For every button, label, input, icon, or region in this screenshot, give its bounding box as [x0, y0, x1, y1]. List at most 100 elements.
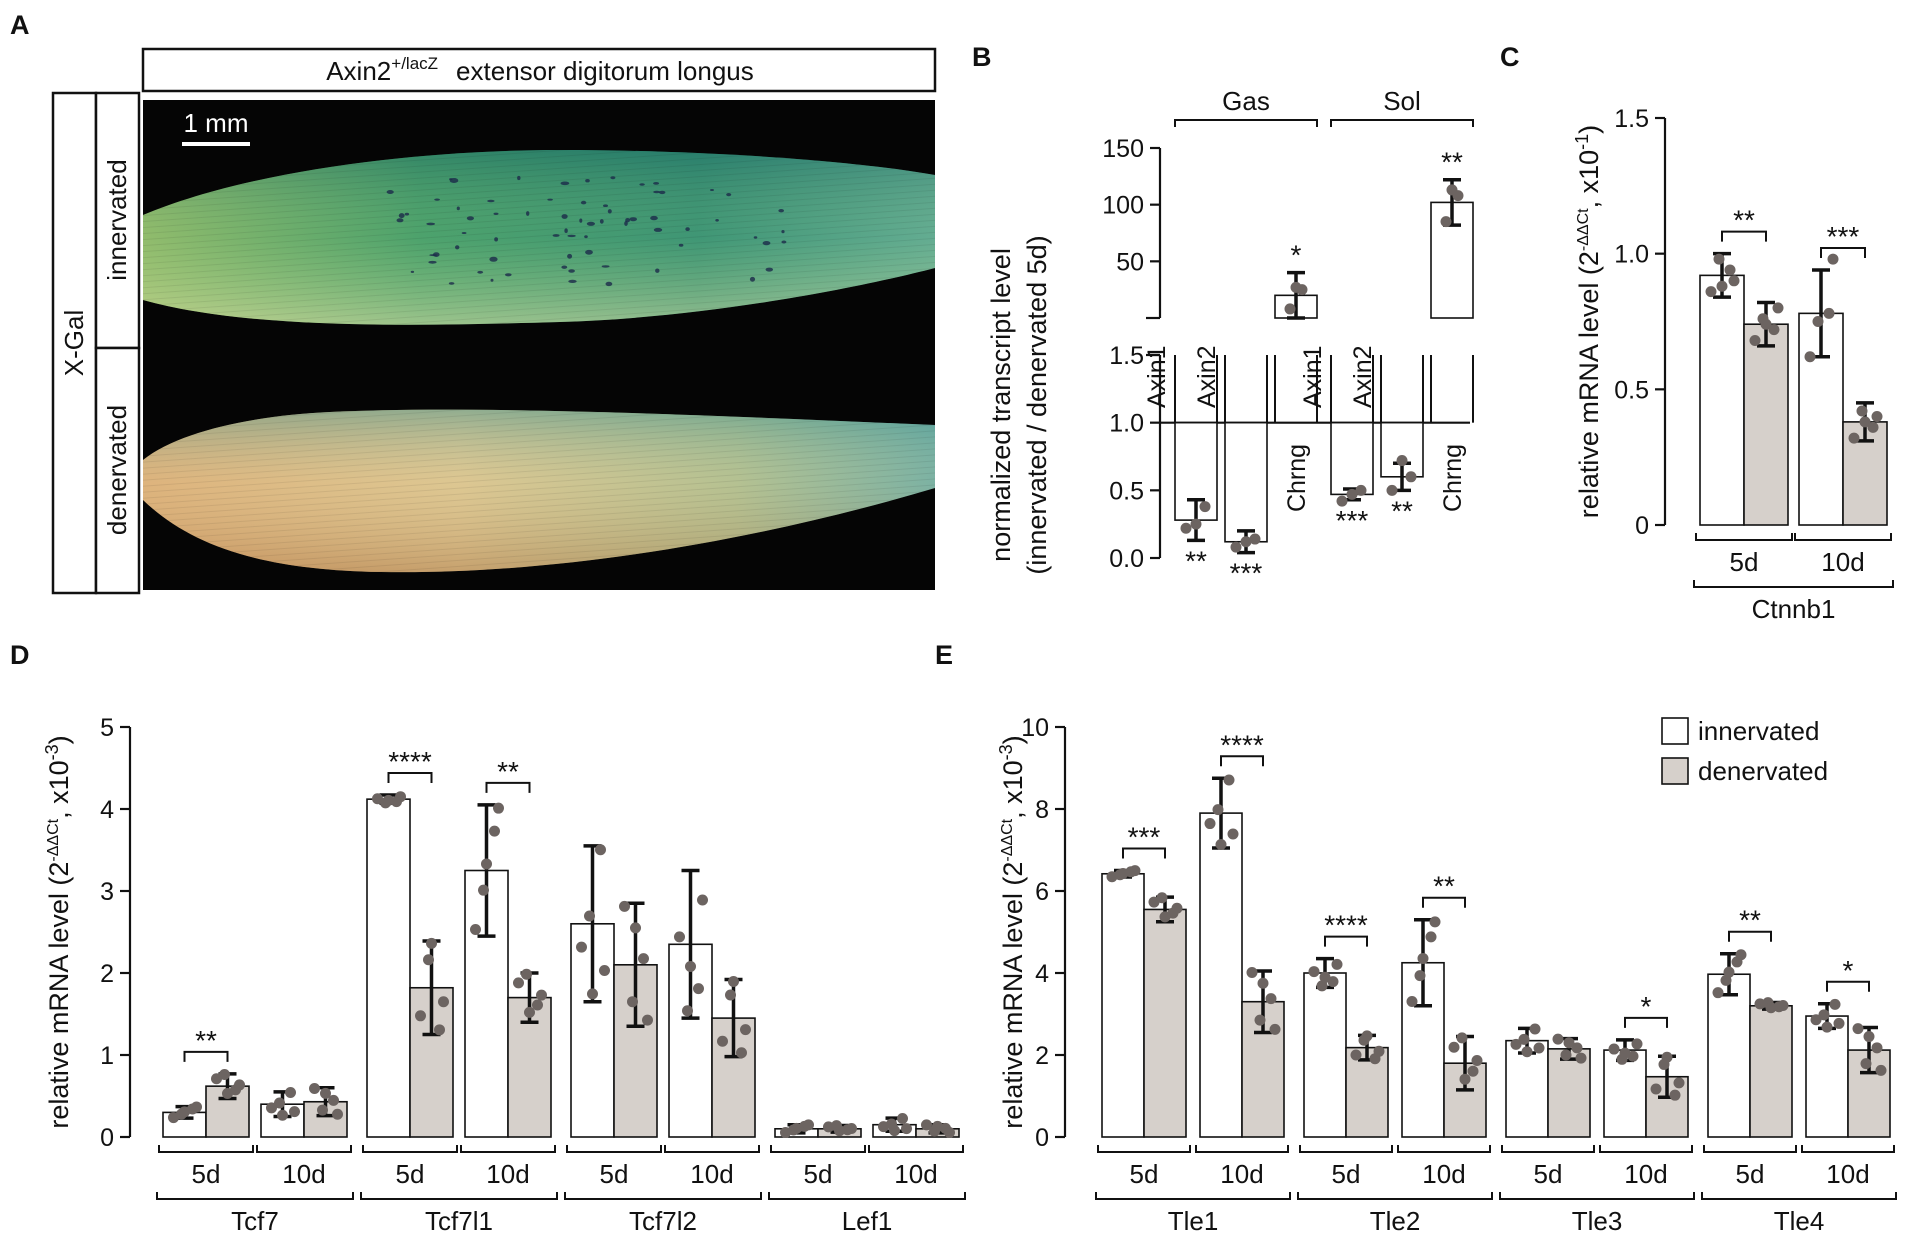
significance-label: * — [1291, 240, 1302, 271]
data-point — [642, 1014, 653, 1026]
data-point — [383, 794, 394, 806]
data-point — [332, 1108, 343, 1120]
data-point — [489, 825, 500, 837]
lacz-stain-spot — [568, 279, 577, 283]
bar-innervated — [1707, 973, 1751, 1138]
lacz-stain-spot — [653, 227, 663, 232]
data-point — [1749, 334, 1761, 346]
data-point — [1812, 316, 1824, 327]
data-point — [1777, 999, 1789, 1011]
timepoint-bracket — [1703, 1145, 1797, 1153]
y-tick-label: 0.5 — [1109, 477, 1144, 505]
lacz-stain-spot — [603, 204, 608, 207]
data-point — [1240, 536, 1252, 548]
data-point — [1765, 1002, 1777, 1014]
y-axis-label: relative mRNA level (2-ΔΔCt, x10-3) — [996, 735, 1028, 1128]
lacz-stain-spot — [586, 221, 596, 226]
bar-innervated — [1303, 972, 1347, 1138]
timepoint-label: 10d — [1826, 1159, 1869, 1189]
data-point — [1254, 1014, 1266, 1026]
data-point — [1249, 533, 1261, 545]
data-point — [1723, 966, 1735, 978]
bar-innervated — [1101, 872, 1145, 1138]
timepoint-bracket — [256, 1145, 352, 1153]
data-point — [697, 894, 708, 906]
data-point — [1728, 275, 1740, 287]
lacz-stain-spot — [629, 217, 637, 222]
gene-label: Tcf7 — [231, 1206, 279, 1234]
timepoint-bracket — [566, 1145, 662, 1153]
data-point — [1319, 971, 1331, 983]
timepoint-bracket — [1599, 1145, 1693, 1153]
data-point — [277, 1109, 288, 1121]
data-point — [674, 931, 685, 943]
data-point — [493, 802, 504, 814]
data-point — [481, 858, 492, 870]
data-point — [1619, 1047, 1631, 1059]
timepoint-label: 10d — [1220, 1159, 1263, 1189]
data-point — [1290, 281, 1302, 293]
y-tick-label: 1.0 — [1109, 410, 1144, 438]
data-point — [889, 1125, 900, 1137]
lacz-stain-spot — [561, 265, 568, 269]
data-point — [1804, 351, 1816, 363]
data-point — [415, 1010, 426, 1022]
data-point — [1405, 471, 1417, 483]
data-point — [1204, 818, 1216, 830]
y-tick-label: 0 — [1635, 512, 1649, 540]
gene-bracket — [564, 1192, 762, 1200]
data-point — [1772, 302, 1784, 314]
lacz-stain-spot — [386, 190, 394, 194]
y-tick-label: 0.5 — [1614, 376, 1649, 404]
stain-label: X-Gal — [59, 310, 89, 376]
data-point — [1608, 1043, 1620, 1055]
timepoint-bracket — [1195, 1145, 1289, 1153]
data-point — [1661, 1051, 1673, 1063]
panel-letter-c: C — [1500, 42, 1520, 72]
data-point — [191, 1101, 202, 1113]
y-axis-label-line2: (innervated / denervated 5d) — [1022, 235, 1052, 574]
data-point — [1336, 495, 1348, 507]
significance-label: ** — [1433, 871, 1455, 902]
data-point — [222, 1088, 233, 1100]
timepoint-bracket — [1695, 533, 1793, 541]
data-point — [536, 989, 547, 1001]
lacz-stain-spot — [396, 218, 404, 223]
data-point — [434, 1024, 445, 1036]
significance-bracket — [485, 781, 531, 793]
group-bracket — [1174, 119, 1318, 127]
lacz-stain-spot — [404, 212, 410, 216]
lacz-stain-spot — [456, 206, 460, 211]
lacz-stain-spot — [494, 237, 498, 242]
panel-letter-e: E — [935, 640, 953, 670]
lacz-stain-spot — [685, 227, 690, 232]
data-point — [693, 983, 704, 995]
gene-bracket — [768, 1192, 966, 1200]
data-point — [1716, 280, 1728, 292]
gene-bracket — [1693, 580, 1894, 588]
data-point — [1331, 958, 1343, 970]
y-tick-label: 0.0 — [1109, 545, 1144, 573]
data-point — [289, 1106, 300, 1118]
y-tick-label: 10 — [1021, 714, 1049, 742]
timepoint-label: 10d — [1624, 1159, 1667, 1189]
gene-label: Lef1 — [842, 1206, 893, 1234]
significance-label: * — [1843, 955, 1854, 986]
data-point — [1373, 1045, 1385, 1057]
data-point — [638, 953, 649, 965]
data-point — [1361, 1030, 1373, 1042]
gene-label: Ctnnb1 — [1752, 594, 1836, 624]
timepoint-bracket — [1794, 533, 1892, 541]
timepoint-label: 10d — [486, 1159, 529, 1189]
data-point — [1650, 1083, 1662, 1095]
panel-letter-a: A — [10, 10, 30, 40]
category-label: Axin2 — [1193, 345, 1221, 408]
data-point — [1713, 253, 1725, 265]
category-label: Chrng — [1439, 444, 1467, 512]
data-point — [717, 1035, 728, 1047]
significance-label: ** — [1391, 495, 1413, 526]
group-bracket — [1330, 119, 1474, 127]
category-label: Axin2 — [1349, 345, 1377, 408]
lacz-stain-spot — [715, 219, 719, 222]
